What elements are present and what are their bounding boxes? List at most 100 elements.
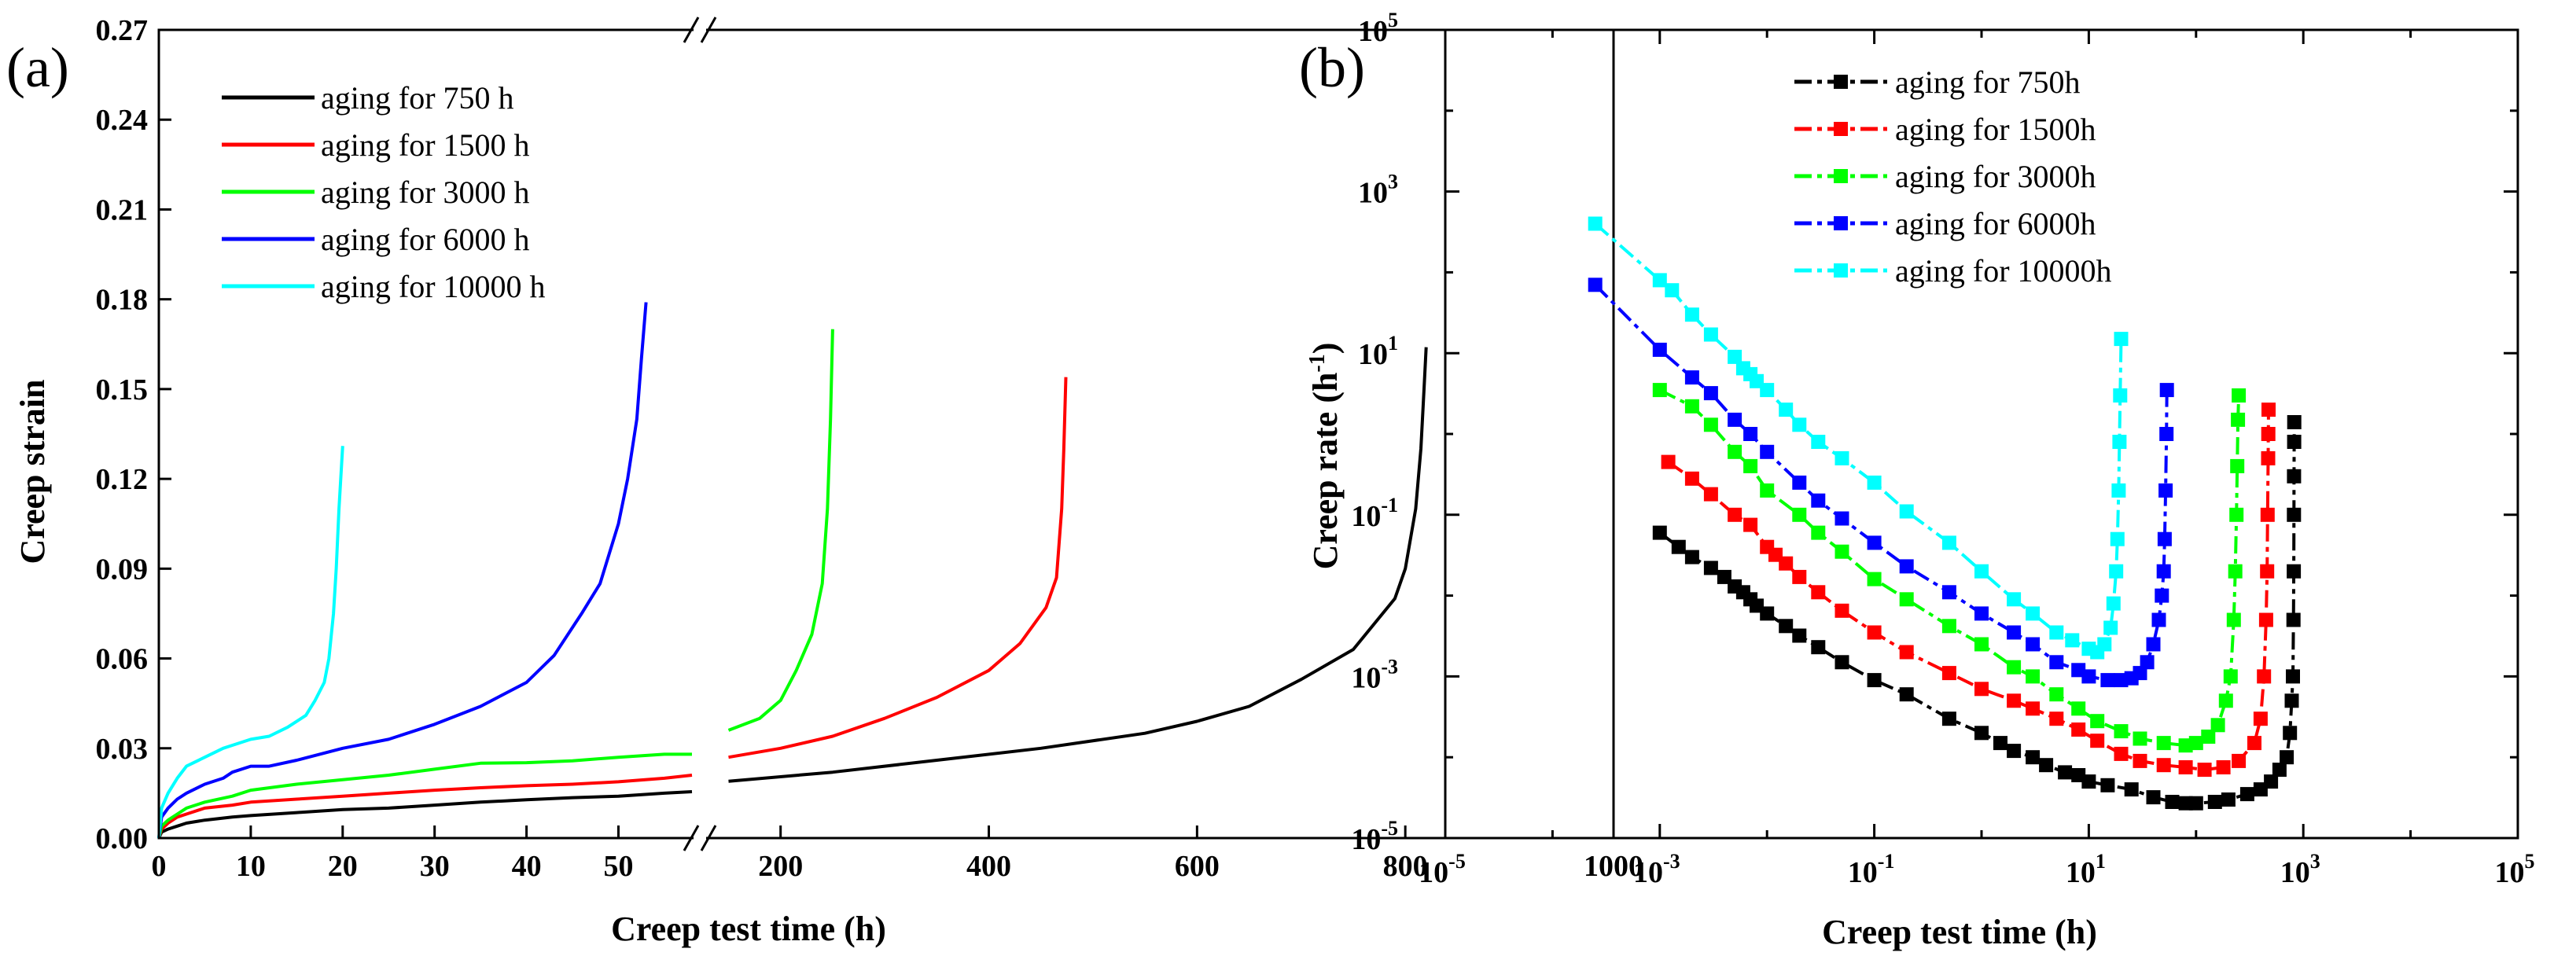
- panel-b-series-0-point-14: [1867, 673, 1882, 688]
- panel-a-y-tick-label-8: 0.24: [96, 104, 149, 137]
- panel-b-series-3-point-8: [1811, 493, 1826, 508]
- panel-b-x-tick-label-exp-4: 3: [2310, 850, 2320, 873]
- panel-b-series-0-point-45: [2287, 435, 2302, 449]
- panel-b-x-tick-label-1: 10-3: [1633, 850, 1680, 889]
- panel-b-series-3-point-14: [2007, 625, 2022, 640]
- panel-b-series-2-point-11: [1941, 619, 1956, 634]
- panel-b-series-4-point-18: [2007, 592, 2022, 607]
- panel-b-y-tick-label-exp-0: -5: [1381, 817, 1398, 840]
- panel-b-series-0-point-15: [1899, 687, 1914, 702]
- panel-b-series-2-point-12: [1974, 637, 1989, 652]
- panel-a-y-tick-label-5: 0.15: [96, 373, 149, 406]
- panel-b-series-2-point-4: [1743, 458, 1758, 473]
- panel-b-series-2-point-32: [2232, 388, 2247, 403]
- panel-b-series-1-point-15: [2007, 693, 2022, 708]
- panel-b-series-0-point-13: [1834, 655, 1849, 670]
- panel-b-series-2-point-23: [2201, 730, 2216, 744]
- panel-b-x-tick-label-exp-1: -3: [1663, 850, 1680, 873]
- panel-b-series-3-point-12: [1941, 585, 1956, 600]
- panel-b-series-0-point-19: [2007, 744, 2022, 759]
- panel-b-series-4-point-3: [1684, 307, 1699, 322]
- panel-b-series-0-point-11: [1792, 628, 1807, 643]
- panel-a-x-tick-label-3: 30: [420, 850, 450, 883]
- panel-b-x-axis-title: Creep test time (h): [1822, 913, 2097, 951]
- panel-b-x-tick-label-base-2: 10: [1848, 856, 1878, 889]
- panel-b-axes: [1444, 28, 2519, 840]
- panel-b-series-2-point-25: [2218, 693, 2233, 708]
- panel-b-series-0-point-28: [2165, 795, 2180, 809]
- panel-b-y-tick-label-3: 101: [1358, 332, 1398, 371]
- panel-b-series-3-point-10: [1867, 535, 1882, 550]
- panel-b-series-2-line: [1658, 388, 2241, 748]
- panel-b-series-1-point-17: [2049, 711, 2064, 726]
- panel-b-series-4-point-17: [1974, 564, 1989, 579]
- panel-b-series-4-point-5: [1728, 349, 1742, 364]
- panel-b-series-1-line: [1667, 410, 2270, 772]
- panel-a-legend-label-2: aging for 3000 h: [321, 175, 530, 210]
- panel-b-series-1-point-24: [2197, 763, 2212, 778]
- panel-b-series-4-point-27: [2109, 564, 2124, 579]
- panel-a-y-tick-label-9: 0.27: [96, 14, 149, 47]
- panel-b-series-0-point-2: [1684, 550, 1699, 564]
- panel-b-series-0-point-32: [2221, 792, 2236, 807]
- panel-b-series-3-point-1: [1652, 342, 1667, 357]
- panel-b-y-tick-label-exp-2: -1: [1381, 494, 1398, 517]
- panel-a-break-gap-bottom: [694, 833, 706, 843]
- panel-b-series-3-point-11: [1899, 559, 1914, 574]
- panel-b-series-1-point-28: [2253, 711, 2268, 726]
- panel-b-series-3-point-25: [2151, 612, 2166, 627]
- panel-b-series-1-point-19: [2090, 734, 2105, 748]
- panel-a-y-tick-label-4: 0.12: [96, 463, 149, 496]
- panel-b-y-axis-title-sup: -1: [1305, 354, 1330, 372]
- panel-a-x-tick-label-8: 600: [1175, 850, 1220, 883]
- panel-b-series-2-point-5: [1760, 483, 1775, 498]
- panel-a-break-mark-bottom-1: [700, 825, 717, 851]
- panel-b-series-1-point-22: [2156, 758, 2171, 773]
- panel-b-series-2-point-3: [1728, 444, 1742, 459]
- panel-b-series-4-point-9: [1760, 383, 1775, 398]
- panel-b-x-tick-label-base-1: 10: [1633, 856, 1663, 889]
- panel-b-series-2-point-17: [2090, 714, 2105, 729]
- panel-a-x-tick-label-10: 1000: [1584, 850, 1643, 883]
- panel-a-y-axis-title: Creep strain: [13, 379, 52, 564]
- panel-b-series-3-point-16: [2049, 655, 2064, 670]
- panel-a-x-tick-label-9: 800: [1383, 850, 1428, 883]
- panel-b-series-4-point-13: [1834, 450, 1849, 465]
- panel-b-series-1-point-4: [1743, 517, 1758, 532]
- panel-b-series-1-point-2: [1703, 487, 1718, 502]
- panel-b-series-3-point-13: [1974, 606, 1989, 621]
- panel-a-series-4-line-seg0: [157, 446, 344, 839]
- panel-b-legend-swatch-marker-3: [1834, 216, 1848, 230]
- panel-b-series-0-point-30: [2188, 796, 2203, 811]
- panel-b-series-3-point-9: [1834, 511, 1849, 526]
- panel-b-series-2-point-2: [1703, 417, 1718, 432]
- panel-a-x-tick-label-6: 200: [758, 850, 803, 883]
- panel-b-series-0-point-16: [1941, 711, 1956, 726]
- panel-b-series-1-point-1: [1684, 471, 1699, 486]
- panel-b-series-3-point-23: [2140, 655, 2155, 670]
- panel-b-series-1-point-12: [1899, 645, 1914, 660]
- panel-b-x-tick-label-2: 10-1: [1848, 850, 1895, 889]
- panel-b-x-tick-label-exp-0: -5: [1448, 850, 1466, 873]
- panel-b-y-axis-title: Creep rate (h-1): [1305, 343, 1345, 570]
- panel-b-series-2-point-29: [2229, 507, 2244, 522]
- panel-a-y-tick-label-1: 0.03: [96, 733, 149, 766]
- panel-b-series-4-point-0: [1588, 216, 1603, 231]
- panel-b-y-axis-title-close: ): [1306, 343, 1345, 355]
- panel-a-break-mark-top-1: [700, 17, 717, 43]
- panel-b-series-2-point-18: [2114, 724, 2129, 739]
- panel-a-x-axis-title: Creep test time (h): [611, 910, 886, 948]
- panel-b-series-1-point-23: [2178, 760, 2193, 774]
- panel-b-series-3-point-3: [1703, 386, 1718, 401]
- panel-b-series-0-point-27: [2146, 790, 2161, 805]
- panel-a-legend-label-4: aging for 10000 h: [321, 269, 546, 304]
- panel-b-y-axis-title-base: Creep rate (h: [1306, 373, 1345, 570]
- panel-b-ticks: 10-5 10-3 10-1 101 103 10510-510-310-11011031…: [1351, 9, 2534, 889]
- panel-b-y-tick-label-0: 10-5: [1351, 817, 1398, 856]
- panel-b-series-4-point-31: [2113, 388, 2128, 403]
- panel-b-series-4-point-4: [1703, 327, 1718, 342]
- panel-a-break-gap-top: [694, 25, 706, 35]
- panel-b-series-0-point-0: [1652, 525, 1667, 540]
- panel-b-series-2-point-0: [1652, 383, 1667, 398]
- panel-b-series-1-point-21: [2133, 753, 2147, 768]
